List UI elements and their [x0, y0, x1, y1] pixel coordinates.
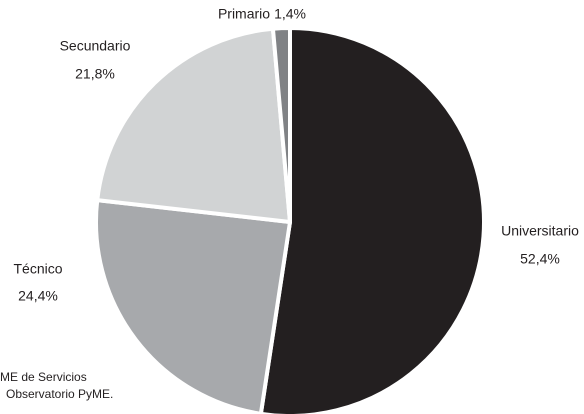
slice-label: Secundario: [60, 38, 131, 54]
pie-slice: [258, 26, 486, 414]
slice-value-label: 24,4%: [18, 288, 58, 304]
slice-value-label: 21,8%: [75, 66, 115, 82]
source-note: ME de Servicios: [0, 370, 87, 384]
slice-value-label: 52,4%: [520, 251, 560, 267]
source-note: Observatorio PyME.: [6, 387, 113, 401]
slice-value-label: 1,4%: [274, 6, 306, 22]
slice-label: Primario: [218, 6, 270, 22]
slice-label: Técnico: [13, 261, 62, 277]
pie-slice: [95, 26, 292, 224]
pie-slice: [270, 26, 292, 224]
slice-label: Universitario: [501, 223, 579, 239]
pie-slice: [94, 198, 292, 414]
